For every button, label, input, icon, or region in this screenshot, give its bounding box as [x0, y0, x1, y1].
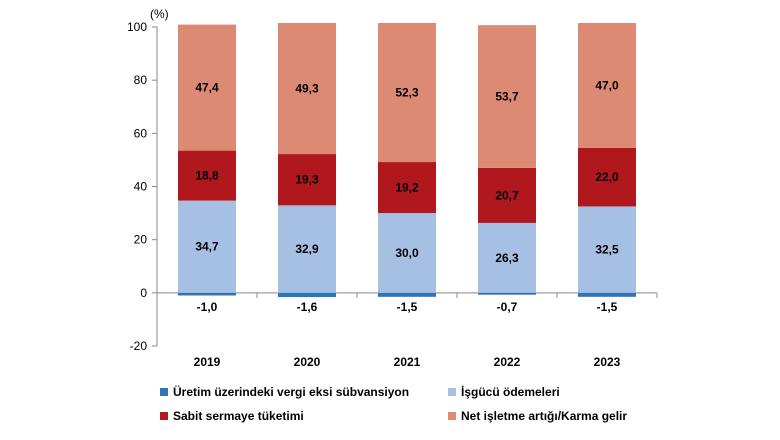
- bar-segment: [378, 23, 436, 163]
- data-label: 32,5: [595, 243, 619, 257]
- labels-layer: -1,0 34,7 18,8 47,4 -1,6 32,9 19,3 49,3 -1,5 30,0…: [195, 78, 619, 313]
- x-tick-label: 2021: [394, 355, 421, 369]
- bar-segment: [178, 24, 236, 151]
- bar-segment: [478, 25, 536, 168]
- bar-segment: [578, 206, 636, 293]
- data-label: 26,3: [495, 251, 519, 265]
- data-label: 49,3: [295, 82, 319, 96]
- data-label: 32,9: [295, 242, 319, 256]
- bar-segment: [478, 292, 536, 295]
- y-unit-label: (%): [150, 7, 169, 21]
- bar-segment: [378, 292, 436, 297]
- bar-segment: [178, 292, 236, 296]
- y-tick-label: 100: [127, 20, 147, 34]
- bars-layer: [178, 23, 636, 298]
- y-tick-label: 80: [134, 73, 148, 87]
- legend-label: Net işletme artığı/Karma gelir: [461, 409, 627, 423]
- bar-segment: [478, 222, 536, 293]
- data-label: 20,7: [495, 188, 519, 202]
- data-label: -1,0: [197, 300, 218, 314]
- axes-layer: -20 0 20 40 60 80 100(%) 2019 2020 2021 2022 2023: [127, 7, 658, 369]
- bar-segment: [278, 154, 336, 206]
- y-tick-label: -20: [130, 339, 148, 353]
- x-tick-label: 2022: [494, 355, 521, 369]
- data-label: 22,0: [595, 170, 619, 184]
- legend-swatch: [448, 388, 456, 396]
- y-tick-label: 40: [134, 180, 148, 194]
- bar-segment: [378, 213, 436, 293]
- data-label: -1,5: [397, 300, 418, 314]
- bar-segment: [278, 292, 336, 298]
- data-label: 47,4: [195, 81, 219, 95]
- legend-label: İşgücü ödemeleri: [461, 384, 560, 399]
- data-label: -0,7: [497, 300, 518, 314]
- data-label: 30,0: [395, 246, 419, 260]
- bar-segment: [578, 23, 636, 148]
- x-tick-label: 2023: [594, 355, 621, 369]
- data-label: 53,7: [495, 90, 519, 104]
- bar-segment: [178, 200, 236, 293]
- y-tick-label: 0: [140, 286, 147, 300]
- legend-label: Sabit sermaye tüketimi: [173, 409, 304, 423]
- data-label: 34,7: [195, 240, 219, 254]
- x-tick-label: 2020: [294, 355, 321, 369]
- bar-segment: [478, 167, 536, 223]
- bar-segment: [378, 162, 436, 214]
- legend-label: Üretim üzerindeki vergi eksi sübvansiyon: [173, 384, 409, 399]
- x-tick-label: 2019: [194, 355, 221, 369]
- data-label: 19,3: [295, 173, 319, 187]
- legend-swatch: [160, 388, 168, 396]
- legend-swatch: [160, 412, 168, 420]
- y-tick-label: 60: [134, 126, 148, 140]
- data-label: 18,8: [195, 169, 219, 183]
- data-label: -1,5: [597, 300, 618, 314]
- data-label: -1,6: [297, 300, 318, 314]
- legend-swatch: [448, 412, 456, 420]
- data-label: 19,2: [395, 181, 419, 195]
- data-label: 52,3: [395, 86, 419, 100]
- bar-segment: [178, 150, 236, 201]
- bar-segment: [278, 23, 336, 155]
- legend: Üretim üzerindeki vergi eksi sübvansiyon…: [160, 384, 627, 423]
- bar-segment: [578, 292, 636, 297]
- bar-segment: [278, 205, 336, 293]
- data-label: 47,0: [595, 78, 619, 92]
- bar-segment: [578, 147, 636, 207]
- y-tick-label: 20: [134, 233, 148, 247]
